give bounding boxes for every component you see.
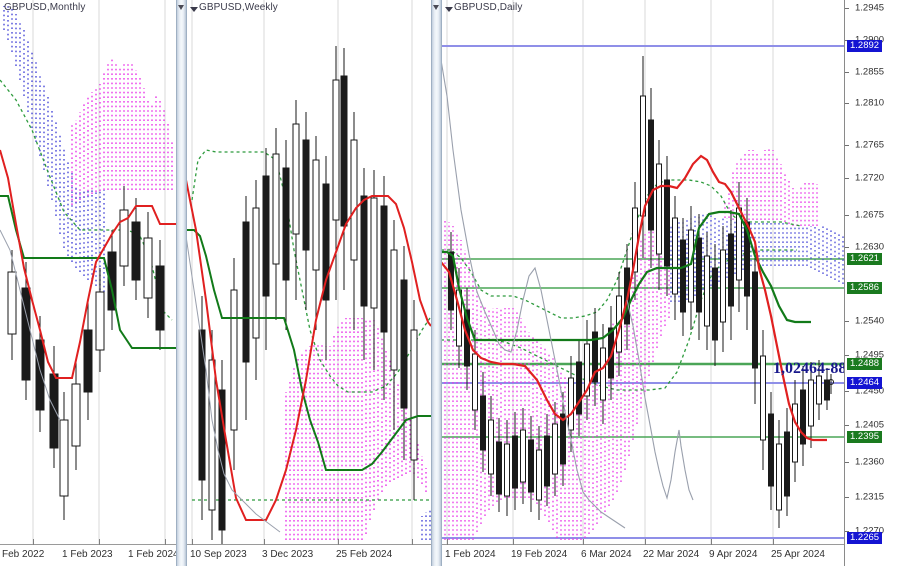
tenkan-sen-daily [441, 154, 827, 442]
tenkan-sen-monthly [0, 149, 176, 379]
chikou-span-monthly [0, 229, 61, 421]
kumo-cloud-blue-monthly [3, 6, 105, 292]
time-axis-weekly: 10 Sep 2023 3 Dec 2023 25 Feb 2024 [186, 539, 431, 566]
chart-panel-daily[interactable]: GBPUSD,Daily [441, 0, 845, 566]
time-axis-monthly: Feb 2022 1 Feb 2023 1 Feb 2024 [0, 539, 176, 566]
time-label-weekly-2: 25 Feb 2024 [336, 549, 393, 560]
monthly-chart-svg [0, 0, 176, 545]
chevron-down-icon-daily[interactable] [445, 7, 453, 12]
kijun-sen-daily [441, 210, 811, 342]
price-badge-1-2464: 1.2464 [847, 377, 883, 389]
time-label-weekly-1: 3 Dec 2023 [262, 549, 314, 560]
price-tick-5: 1.2720 [855, 172, 885, 184]
plot-area-daily[interactable] [441, 0, 845, 545]
chikou-span-daily-2 [626, 299, 694, 501]
time-axis-daily: 1 Feb 2024 19 Feb 2024 6 Mar 2024 22 Mar… [441, 539, 845, 566]
candlesticks-monthly [7, 186, 165, 520]
price-badge-1-2621: 1.2621 [847, 253, 883, 265]
price-tick-2: 1.2855 [855, 66, 885, 78]
kumo-cloud-magenta-monthly [71, 58, 173, 205]
time-label-monthly-1: 1 Feb 2023 [62, 549, 113, 560]
price-tick-10: 1.2450 [855, 385, 885, 397]
panel-title-weekly: GBPUSD,Weekly [199, 2, 278, 13]
time-label-daily-3: 22 Mar 2024 [643, 549, 700, 560]
grid-lines-monthly [32, 0, 166, 545]
time-label-daily-0: 1 Feb 2024 [445, 549, 496, 560]
price-tick-13: 1.2315 [855, 491, 885, 503]
time-label-daily-1: 19 Feb 2024 [511, 549, 568, 560]
price-annotation: 1,02464-88 [773, 360, 847, 377]
price-tick-12: 1.2360 [855, 456, 885, 468]
time-label-weekly-0: 10 Sep 2023 [190, 549, 247, 560]
price-tick-6: 1.2675 [855, 209, 885, 221]
price-badge-1-2488: 1.2488 [847, 358, 883, 370]
chikou-span-weekly [186, 235, 281, 533]
price-tick-0: 1.2945 [855, 2, 885, 14]
senkou-span-b-weekly [191, 149, 431, 501]
tenkan-sen-weekly [186, 179, 431, 521]
time-label-daily-5: 25 Apr 2024 [771, 549, 825, 560]
price-tick-9: 1.2495 [855, 349, 885, 361]
price-badge-1-2892: 1.2892 [847, 40, 883, 52]
price-tick-3: 1.2810 [855, 97, 885, 109]
price-badge-1-2265: 1.2265 [847, 532, 883, 544]
panel-title-daily: GBPUSD,Daily [454, 2, 523, 13]
chevron-down-icon-2[interactable] [433, 5, 439, 10]
price-tick-11: 1.2405 [855, 419, 885, 431]
current-price-marker [828, 374, 834, 394]
daily-chart-svg [441, 0, 845, 545]
chevron-down-icon-weekly[interactable] [190, 7, 198, 12]
candlesticks-weekly [198, 46, 418, 545]
price-badge-1-2395: 1.2395 [847, 431, 883, 443]
time-label-daily-4: 9 Apr 2024 [709, 549, 758, 560]
price-badge-1-2586: 1.2586 [847, 282, 883, 294]
time-label-monthly-2: 1 Feb 2024 [128, 549, 176, 560]
chart-panel-weekly[interactable]: GBPUSD,Weekly [186, 0, 431, 566]
weekly-chart-svg [186, 0, 431, 545]
panel-divider-2[interactable] [431, 0, 442, 566]
price-tick-7: 1.2630 [855, 241, 885, 253]
time-label-daily-2: 6 Mar 2024 [581, 549, 632, 560]
kumo-cloud-blue-weekly [421, 508, 431, 540]
kijun-sen-weekly [186, 229, 431, 471]
chevron-down-icon[interactable] [178, 5, 184, 10]
price-tick-4: 1.2765 [855, 139, 885, 151]
panel-divider-1[interactable] [176, 0, 187, 566]
price-tick-8: 1.2540 [855, 315, 885, 327]
chart-panel-monthly[interactable]: GBPUSD,Monthly [0, 0, 176, 566]
plot-area-monthly[interactable] [0, 0, 176, 545]
chikou-span-daily [441, 59, 626, 529]
time-label-monthly-0: Feb 2022 [2, 549, 45, 560]
plot-area-weekly[interactable] [186, 0, 431, 545]
price-axis[interactable]: 1.2945 1.2900 1.2855 1.2810 1.2765 1.272… [844, 0, 900, 566]
price-tick-14: 1.2270 [855, 525, 885, 537]
panel-title-monthly: GBPUSD,Monthly [4, 2, 86, 13]
